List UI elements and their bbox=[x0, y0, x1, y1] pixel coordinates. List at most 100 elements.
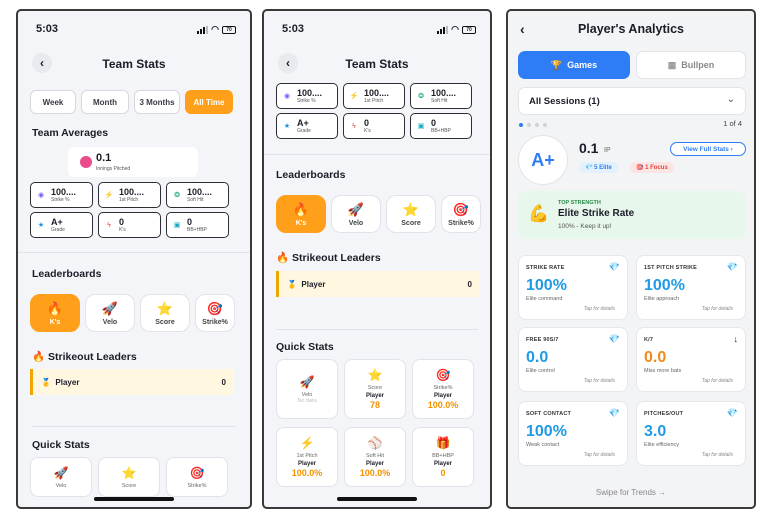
quick-stat-bb-hbp[interactable]: 🎁 BB+HBP Player 0 bbox=[412, 427, 474, 487]
swipe-hint[interactable]: Swipe for Trends → bbox=[595, 488, 667, 497]
stat-grade[interactable]: ★ A+ Grade bbox=[30, 212, 93, 238]
strikeout-leaders-heading: 🔥 Strikeout Leaders bbox=[32, 351, 137, 363]
status-bar: 5:03 ◠ 70 bbox=[264, 23, 490, 37]
stat-grade[interactable]: ★ A+ Grade bbox=[276, 113, 338, 139]
quick-stat-strike-pct[interactable]: 🎯 Strike% bbox=[166, 457, 228, 497]
k-bolt-icon: ϟ bbox=[352, 122, 356, 130]
leader-tile-score[interactable]: ⭐ Score bbox=[386, 195, 436, 233]
range-3-months[interactable]: 3 Months bbox=[134, 90, 180, 114]
stat-soft-hit[interactable]: ❂ 100.... Soft Hit bbox=[166, 182, 229, 208]
stat-ks[interactable]: ϟ 0 K's bbox=[98, 212, 161, 238]
section-divider bbox=[32, 426, 236, 427]
chevron-down-icon: ⌄ bbox=[726, 94, 735, 105]
leader-row[interactable]: 🥇 Player 0 bbox=[276, 271, 480, 297]
range-month[interactable]: Month bbox=[81, 90, 129, 114]
leader-player: Player bbox=[301, 279, 326, 289]
section-divider bbox=[18, 252, 250, 253]
innings-value: 0.1 bbox=[96, 152, 112, 164]
quick-stat-score[interactable]: ⭐ Score bbox=[98, 457, 160, 497]
stat-bb-hbp[interactable]: ▣ 0 BB+HBP bbox=[166, 212, 229, 238]
metric-free-90s[interactable]: FREE 90S/7 💎 0.0 Elite control Tap for d… bbox=[518, 327, 628, 392]
home-indicator bbox=[337, 497, 417, 501]
soft-hit-icon: ❂ bbox=[418, 93, 424, 100]
baseball-icon: ⚾ bbox=[367, 436, 383, 450]
bolt-icon: ⚡ bbox=[349, 93, 359, 100]
star-icon: ★ bbox=[37, 222, 45, 229]
session-select[interactable]: All Sessions (1) ⌄ bbox=[518, 87, 746, 115]
target-icon: 🎯 bbox=[206, 300, 224, 316]
quick-stat-soft-hit[interactable]: ⚾ Soft Hit Player 100.0% bbox=[344, 427, 406, 487]
innings-label: Innings Pitched bbox=[96, 166, 131, 172]
stat-first-pitch[interactable]: ⚡ 100.... 1st Pitch bbox=[343, 83, 405, 109]
back-button[interactable]: ‹ bbox=[32, 53, 52, 73]
page-indicator: 1 of 4 bbox=[723, 119, 742, 128]
stat-strike-pct[interactable]: ◉ 100.... Strike % bbox=[30, 182, 93, 208]
leader-tile-ks[interactable]: 🔥 K's bbox=[30, 294, 80, 332]
gift-icon: 🎁 bbox=[435, 436, 451, 450]
stat-soft-hit[interactable]: ❂ 100.... Soft Hit bbox=[410, 83, 472, 109]
status-time: 5:03 bbox=[282, 23, 305, 35]
metric-k-per-7[interactable]: K/7 ↓ 0.0 Miss more bats Tap for details bbox=[636, 327, 746, 392]
rocket-icon: 🚀 bbox=[347, 201, 365, 217]
diamond-icon: 💎 bbox=[726, 408, 738, 418]
team-stats-screen-1: 5:03 ◠ 70 ‹ Team Stats Week Month 3 Mont… bbox=[16, 9, 252, 509]
stat-strike-pct[interactable]: ◉ 100.... Strike % bbox=[276, 83, 338, 109]
back-button[interactable]: ‹ bbox=[520, 21, 525, 37]
leader-tile-ks[interactable]: 🔥 K's bbox=[276, 195, 326, 233]
leader-player: Player bbox=[55, 377, 80, 387]
top-strength-card: 💪 TOP STRENGTH Elite Strike Rate 100% - … bbox=[518, 191, 746, 239]
stat-ks[interactable]: ϟ 0 K's bbox=[343, 113, 405, 139]
trophy-icon: 🏆 bbox=[550, 59, 563, 70]
metric-strike-rate[interactable]: STRIKE RATE 💎 100% Elite command Tap for… bbox=[518, 255, 628, 320]
range-all-time[interactable]: All Time bbox=[185, 90, 233, 114]
leader-tile-velo[interactable]: 🚀 Velo bbox=[331, 195, 381, 233]
quick-stat-velo[interactable]: 🚀 Velo No data bbox=[276, 359, 338, 419]
star-icon: ★ bbox=[283, 123, 291, 130]
signal-icon bbox=[437, 25, 449, 34]
diamond-icon: 💎 bbox=[608, 408, 620, 418]
star-icon: ⭐ bbox=[367, 368, 383, 382]
status-bar: 5:03 ◠ 70 bbox=[18, 23, 250, 37]
section-divider bbox=[276, 329, 478, 330]
leader-row[interactable]: 🥇 Player 0 bbox=[30, 369, 234, 395]
quick-stat-strike-pct[interactable]: 🎯 Strike% Player 100.0% bbox=[412, 359, 474, 419]
player-analytics-screen: ‹ Player's Analytics 🏆 Games ▦ Bullpen All… bbox=[506, 9, 756, 509]
range-week[interactable]: Week bbox=[30, 90, 76, 114]
back-button[interactable]: ‹ bbox=[278, 53, 298, 73]
leader-tile-velo[interactable]: 🚀 Velo bbox=[85, 294, 135, 332]
status-time: 5:03 bbox=[36, 23, 59, 35]
bolt-icon: ⚡ bbox=[104, 192, 114, 199]
page-title: Player's Analytics bbox=[577, 22, 685, 36]
k-bolt-icon: ϟ bbox=[107, 221, 111, 229]
leader-tile-strike-pct[interactable]: 🎯 Strike% bbox=[195, 294, 235, 332]
gold-medal-icon: 🥇 bbox=[287, 279, 297, 289]
leaderboards-heading: Leaderboards bbox=[276, 169, 346, 181]
tab-bullpen[interactable]: ▦ Bullpen bbox=[636, 51, 746, 79]
target-icon: 🎯 bbox=[452, 201, 470, 217]
grade-circle: A+ bbox=[518, 135, 568, 185]
date-range-selector: Week Month 3 Months All Time bbox=[30, 90, 233, 114]
page-title: Team Stats bbox=[345, 57, 409, 71]
leader-tile-strike-pct[interactable]: 🎯 Strike% bbox=[441, 195, 481, 233]
arrow-down-icon: ↓ bbox=[733, 334, 739, 344]
leader-value: 0 bbox=[467, 279, 472, 289]
quick-stat-score[interactable]: ⭐ Score Player 78 bbox=[344, 359, 406, 419]
stat-bb-hbp[interactable]: ▣ 0 BB+HBP bbox=[410, 113, 472, 139]
quick-stat-first-pitch[interactable]: ⚡ 1st Pitch Player 100.0% bbox=[276, 427, 338, 487]
ip-value: 0.1 bbox=[579, 140, 599, 156]
diamond-icon: 💎 bbox=[608, 334, 620, 344]
target-icon: 🎯 bbox=[435, 368, 451, 382]
diamond-icon: 💎 bbox=[608, 262, 620, 272]
page-title: Team Stats bbox=[102, 57, 166, 71]
quick-stat-velo[interactable]: 🚀 Velo bbox=[30, 457, 92, 497]
gold-medal-icon: 🥇 bbox=[41, 377, 51, 387]
view-full-stats-button[interactable]: View Full Stats › bbox=[670, 142, 746, 156]
flexed-bicep-icon: 💪 bbox=[528, 204, 550, 223]
tab-games[interactable]: 🏆 Games bbox=[518, 51, 630, 79]
leader-tile-score[interactable]: ⭐ Score bbox=[140, 294, 190, 332]
stat-first-pitch[interactable]: ⚡ 100.... 1st Pitch bbox=[98, 182, 161, 208]
metric-pitches-per-out[interactable]: PITCHES/OUT 💎 3.0 Elite efficiency Tap f… bbox=[636, 401, 746, 466]
leaderboards-heading: Leaderboards bbox=[32, 268, 102, 280]
metric-soft-contact[interactable]: SOFT CONTACT 💎 100% Weak contact Tap for… bbox=[518, 401, 628, 466]
metric-first-pitch-strike[interactable]: 1ST PITCH STRIKE 💎 100% Elite approach T… bbox=[636, 255, 746, 320]
